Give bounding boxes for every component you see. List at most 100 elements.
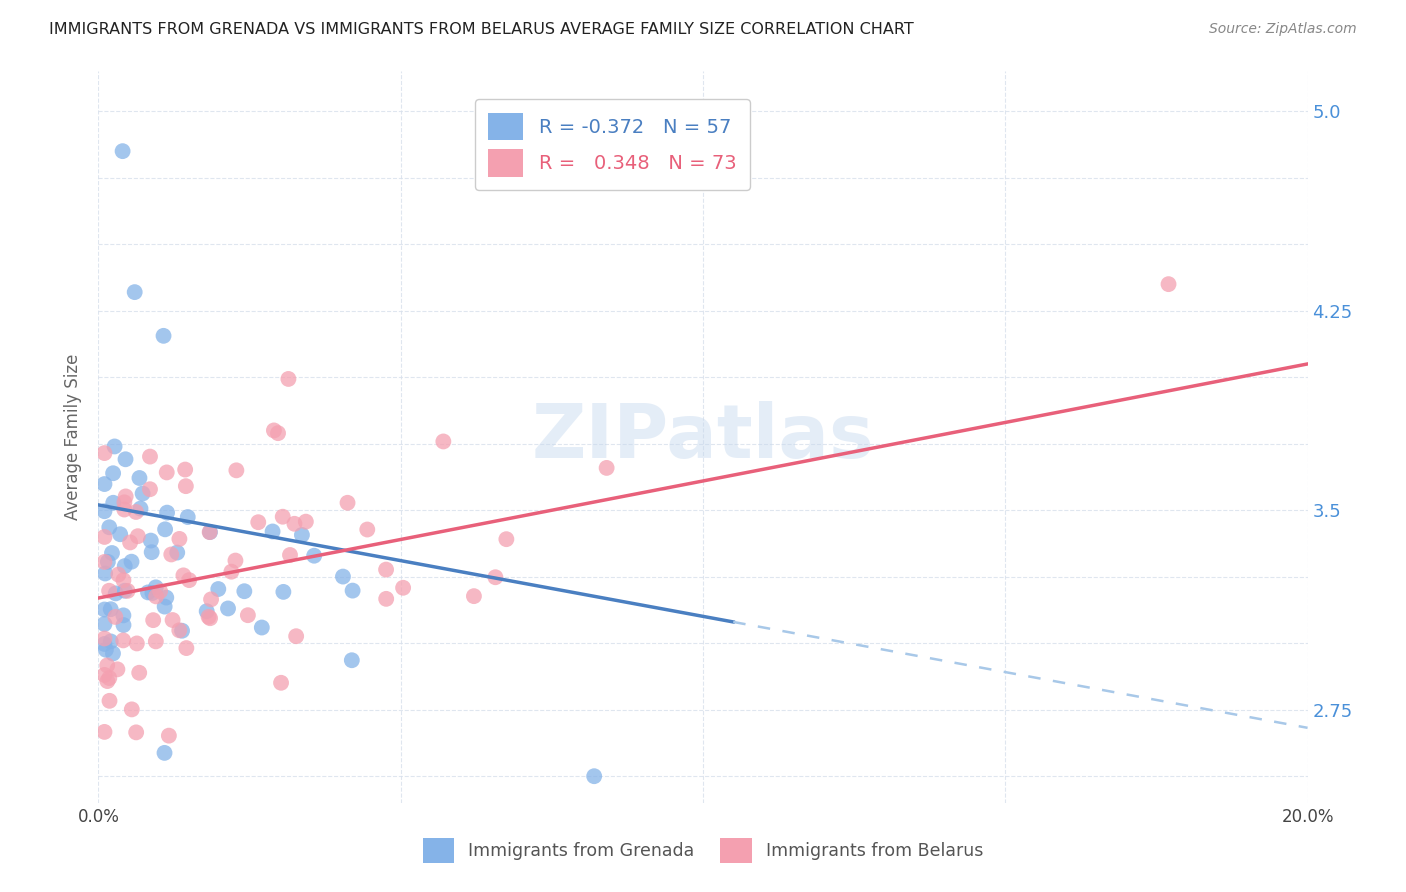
Point	[153, 599, 176, 614]
Point	[121, 555, 143, 569]
Point	[153, 522, 176, 536]
Point	[98, 520, 121, 534]
Point	[93, 725, 115, 739]
Point	[103, 496, 125, 510]
Point	[145, 590, 167, 604]
Point	[225, 463, 247, 477]
Text: ZIPatlas: ZIPatlas	[531, 401, 875, 474]
Point	[278, 548, 301, 562]
Point	[93, 632, 115, 646]
Point	[112, 608, 135, 623]
Point	[136, 585, 159, 599]
Point	[270, 675, 292, 690]
Point	[112, 502, 135, 516]
Point	[125, 505, 148, 519]
Point	[291, 528, 314, 542]
Point	[104, 586, 127, 600]
Point	[1157, 277, 1180, 292]
Point	[197, 609, 219, 624]
Point	[94, 566, 117, 581]
Point	[277, 372, 299, 386]
Point	[302, 549, 325, 563]
Point	[273, 585, 295, 599]
Point	[121, 702, 143, 716]
Point	[100, 602, 122, 616]
Point	[97, 555, 120, 569]
Point	[101, 467, 124, 481]
Point	[112, 618, 135, 632]
Point	[207, 582, 229, 596]
Point	[149, 584, 172, 599]
Point	[195, 604, 218, 618]
Point	[100, 634, 122, 648]
Point	[114, 490, 136, 504]
Point	[107, 567, 129, 582]
Point	[233, 584, 256, 599]
Point	[198, 525, 221, 540]
Point	[340, 653, 363, 667]
Point	[128, 665, 150, 680]
Point	[141, 586, 163, 600]
Point	[108, 527, 131, 541]
Point	[101, 647, 124, 661]
Point	[236, 608, 259, 623]
Point	[200, 592, 222, 607]
Point	[98, 583, 121, 598]
Point	[375, 591, 398, 606]
Point	[139, 482, 162, 496]
Point	[495, 532, 517, 546]
Point	[262, 524, 284, 539]
Point	[595, 461, 617, 475]
Point	[156, 506, 179, 520]
Point	[392, 581, 415, 595]
Point	[98, 694, 121, 708]
Point	[162, 613, 184, 627]
Point	[112, 633, 135, 648]
Y-axis label: Average Family Size: Average Family Size	[65, 354, 83, 520]
Point	[583, 769, 606, 783]
Point	[169, 532, 191, 546]
Point	[142, 613, 165, 627]
Point	[174, 462, 197, 476]
Point	[141, 545, 163, 559]
Point	[94, 642, 117, 657]
Point	[93, 668, 115, 682]
Point	[250, 621, 273, 635]
Point	[152, 328, 174, 343]
Point	[112, 573, 135, 587]
Point	[156, 466, 179, 480]
Legend: R = -0.372   N = 57, R =   0.348   N = 73: R = -0.372 N = 57, R = 0.348 N = 73	[475, 99, 749, 190]
Point	[129, 501, 152, 516]
Point	[120, 535, 142, 549]
Point	[157, 729, 180, 743]
Point	[105, 662, 128, 676]
Point	[356, 523, 378, 537]
Point	[267, 426, 290, 441]
Point	[283, 516, 305, 531]
Point	[114, 452, 136, 467]
Text: IMMIGRANTS FROM GRENADA VS IMMIGRANTS FROM BELARUS AVERAGE FAMILY SIZE CORRELATI: IMMIGRANTS FROM GRENADA VS IMMIGRANTS FR…	[49, 22, 914, 37]
Point	[247, 515, 270, 529]
Point	[114, 583, 136, 598]
Point	[198, 525, 221, 540]
Point	[93, 617, 115, 632]
Point	[93, 504, 115, 518]
Point	[169, 624, 191, 638]
Point	[198, 611, 221, 625]
Point	[271, 509, 294, 524]
Point	[342, 583, 364, 598]
Point	[124, 285, 146, 299]
Point	[332, 569, 354, 583]
Point	[93, 602, 115, 616]
Point	[139, 533, 162, 548]
Point	[484, 570, 506, 584]
Point	[432, 434, 454, 449]
Point	[117, 583, 139, 598]
Point	[131, 486, 153, 500]
Point	[285, 629, 308, 643]
Point	[166, 545, 188, 559]
Text: Source: ZipAtlas.com: Source: ZipAtlas.com	[1209, 22, 1357, 37]
Point	[96, 658, 118, 673]
Point	[139, 450, 162, 464]
Point	[463, 589, 485, 603]
